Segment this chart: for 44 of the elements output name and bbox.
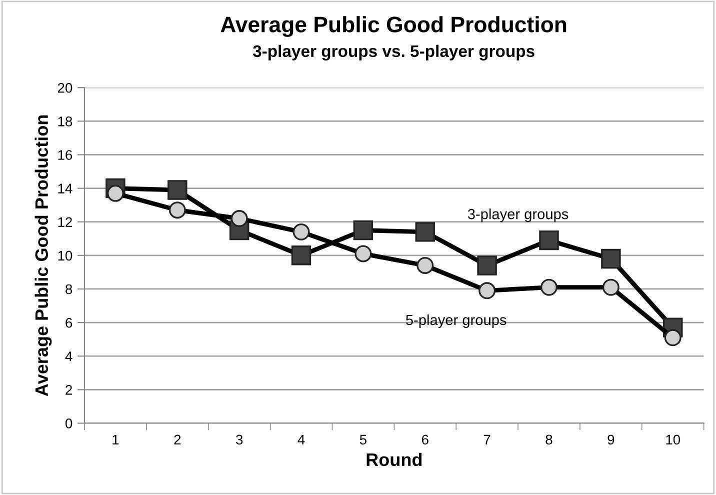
- y-tick-label: 6: [66, 318, 72, 328]
- point: [477, 256, 497, 276]
- point: [292, 223, 310, 240]
- x-tick-label: 6: [422, 434, 428, 445]
- point: [230, 210, 248, 227]
- y-axis-title: Average Public Good Production: [34, 115, 52, 396]
- y-tick-label: 0: [66, 418, 72, 428]
- series-label: 5-player groups: [406, 314, 506, 328]
- x-tick-label: 5: [360, 434, 366, 445]
- series-label: 3-player groups: [468, 208, 568, 222]
- y-tick-label: 4: [65, 352, 72, 362]
- point: [416, 257, 434, 274]
- x-axis-title: Round: [366, 452, 422, 466]
- y-tick-label: 12: [58, 217, 72, 227]
- point: [415, 222, 435, 242]
- x-tick-label: 7: [484, 434, 490, 444]
- point: [539, 230, 559, 250]
- x-tick-label: 1: [112, 434, 119, 444]
- y-tick-label: 14: [58, 184, 72, 194]
- point: [602, 278, 620, 296]
- y-tick-label: 16: [58, 150, 72, 160]
- y-tick-label: 2: [66, 385, 72, 395]
- point: [168, 180, 188, 200]
- point: [540, 278, 558, 296]
- point: [106, 184, 124, 202]
- point: [291, 246, 312, 266]
- point: [168, 202, 186, 219]
- y-tick-label: 10: [58, 250, 72, 261]
- chart-subtitle: 3-player groups vs. 5-player groups: [252, 44, 534, 60]
- point: [601, 248, 621, 269]
- x-tick-label: 8: [546, 434, 552, 445]
- point: [664, 329, 682, 346]
- x-tick-label: 10: [666, 434, 680, 445]
- point: [478, 282, 496, 300]
- x-tick-label: 9: [608, 434, 614, 445]
- y-tick-label: 8: [66, 284, 72, 294]
- y-tick-label: 20: [58, 82, 72, 93]
- x-tick-label: 4: [298, 434, 305, 444]
- chart-title: Average Public Good Production: [220, 16, 566, 37]
- x-tick-label: 3: [236, 434, 243, 445]
- y-tick-label: 18: [58, 116, 72, 126]
- point: [354, 245, 372, 262]
- x-tick-label: 2: [174, 434, 181, 444]
- point: [353, 220, 374, 240]
